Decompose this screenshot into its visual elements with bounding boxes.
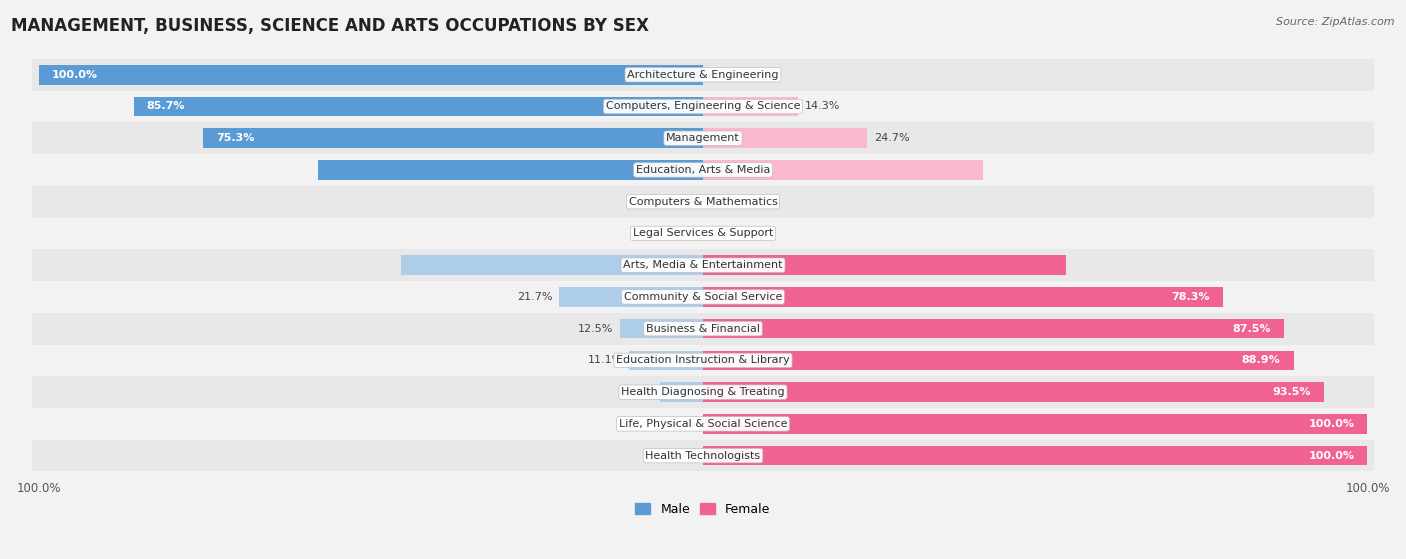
Text: Architecture & Engineering: Architecture & Engineering	[627, 70, 779, 80]
Text: 42.1%: 42.1%	[716, 165, 752, 175]
Bar	[32, 344, 1374, 376]
Text: Health Diagnosing & Treating: Health Diagnosing & Treating	[621, 387, 785, 397]
Text: Source: ZipAtlas.com: Source: ZipAtlas.com	[1277, 17, 1395, 27]
Bar	[703, 97, 799, 116]
Text: 0.0%: 0.0%	[668, 197, 696, 207]
Text: Computers & Mathematics: Computers & Mathematics	[628, 197, 778, 207]
Text: Management: Management	[666, 133, 740, 143]
Bar	[32, 217, 1374, 249]
Legend: Male, Female: Male, Female	[630, 498, 776, 520]
Bar	[659, 382, 703, 402]
Bar	[401, 255, 703, 275]
Text: 0.0%: 0.0%	[710, 70, 738, 80]
Text: 6.5%: 6.5%	[624, 387, 654, 397]
Bar	[38, 65, 703, 84]
Bar	[703, 382, 1324, 402]
Bar	[558, 287, 703, 307]
Bar	[703, 129, 868, 148]
Text: Education Instruction & Library: Education Instruction & Library	[616, 356, 790, 366]
Text: 45.5%: 45.5%	[654, 260, 690, 270]
Text: Business & Financial: Business & Financial	[645, 324, 761, 334]
Text: 21.7%: 21.7%	[516, 292, 553, 302]
Text: 75.3%: 75.3%	[217, 133, 254, 143]
Bar	[703, 160, 983, 180]
Text: 14.3%: 14.3%	[804, 102, 839, 111]
Bar	[32, 440, 1374, 471]
Bar	[32, 313, 1374, 344]
Text: 100.0%: 100.0%	[1308, 419, 1354, 429]
Text: 11.1%: 11.1%	[588, 356, 623, 366]
Bar	[703, 319, 1285, 339]
Bar	[32, 408, 1374, 440]
Bar	[703, 446, 1368, 466]
Text: Health Technologists: Health Technologists	[645, 451, 761, 461]
Bar	[134, 97, 703, 116]
Text: Computers, Engineering & Science: Computers, Engineering & Science	[606, 102, 800, 111]
Text: MANAGEMENT, BUSINESS, SCIENCE AND ARTS OCCUPATIONS BY SEX: MANAGEMENT, BUSINESS, SCIENCE AND ARTS O…	[11, 17, 650, 35]
Bar	[32, 122, 1374, 154]
Text: Community & Social Service: Community & Social Service	[624, 292, 782, 302]
Bar	[703, 414, 1368, 434]
Text: Arts, Media & Entertainment: Arts, Media & Entertainment	[623, 260, 783, 270]
Text: 85.7%: 85.7%	[146, 102, 186, 111]
Bar	[32, 91, 1374, 122]
Bar	[32, 59, 1374, 91]
Text: 93.5%: 93.5%	[1272, 387, 1310, 397]
Text: Life, Physical & Social Science: Life, Physical & Social Science	[619, 419, 787, 429]
Bar	[318, 160, 703, 180]
Bar	[703, 255, 1066, 275]
Text: 100.0%: 100.0%	[52, 70, 98, 80]
Bar	[703, 350, 1294, 370]
Bar	[202, 129, 703, 148]
Bar	[32, 376, 1374, 408]
Bar	[32, 154, 1374, 186]
Text: 0.0%: 0.0%	[710, 197, 738, 207]
Text: 0.0%: 0.0%	[710, 229, 738, 239]
Bar	[32, 249, 1374, 281]
Text: Legal Services & Support: Legal Services & Support	[633, 229, 773, 239]
Text: 54.6%: 54.6%	[716, 260, 752, 270]
Bar	[630, 350, 703, 370]
Text: 0.0%: 0.0%	[668, 451, 696, 461]
Text: 24.7%: 24.7%	[873, 133, 910, 143]
Text: 0.0%: 0.0%	[668, 419, 696, 429]
Bar	[620, 319, 703, 339]
Text: 78.3%: 78.3%	[1171, 292, 1211, 302]
Text: 100.0%: 100.0%	[1308, 451, 1354, 461]
Bar	[32, 281, 1374, 313]
Text: 87.5%: 87.5%	[1233, 324, 1271, 334]
Text: Education, Arts & Media: Education, Arts & Media	[636, 165, 770, 175]
Text: 12.5%: 12.5%	[578, 324, 613, 334]
Text: 57.9%: 57.9%	[654, 165, 690, 175]
Text: 0.0%: 0.0%	[668, 229, 696, 239]
Bar	[32, 186, 1374, 217]
Bar	[703, 287, 1223, 307]
Text: 88.9%: 88.9%	[1241, 356, 1281, 366]
